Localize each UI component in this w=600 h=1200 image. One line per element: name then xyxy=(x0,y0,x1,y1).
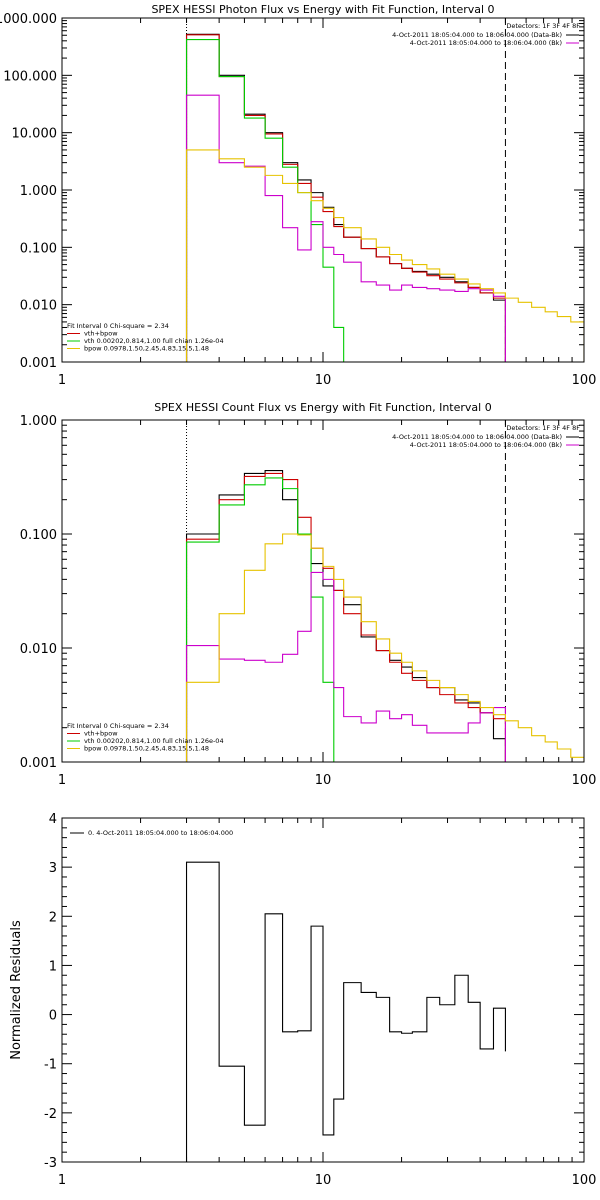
legend-fit-header: Fit Interval 0 Chi-square = 2.34 xyxy=(67,322,169,330)
y-tick-label: 1.000 xyxy=(20,184,57,199)
legend-top-right: Detectors: 1F 3F 4F 8F4-Oct-2011 18:05:0… xyxy=(392,424,580,449)
x-tick-label: 100 xyxy=(572,1173,597,1188)
y-tick-label: 10.000 xyxy=(12,127,58,142)
plot-frame xyxy=(61,419,585,763)
series-histogram-3 xyxy=(185,94,506,362)
y-tick-label: 3 xyxy=(49,861,57,876)
series-histogram-4 xyxy=(185,533,584,762)
legend-entry-label: 4-Oct-2011 18:05:04.000 to 18:06:04.000 … xyxy=(392,31,562,39)
y-tick-label: -2 xyxy=(44,1107,57,1122)
legend-fit-label: vth 0.00202,0.814,1.00 full chian 1.26e-… xyxy=(84,737,224,745)
x-tick-label: 10 xyxy=(315,1173,332,1188)
y-tick-label: 0.010 xyxy=(20,299,57,314)
count-flux-panel: SPEX HESSI Count Flux vs Energy with Fit… xyxy=(20,401,597,788)
series-group xyxy=(185,33,584,362)
series-group xyxy=(185,470,584,762)
legend-fit-label: bpow 0.0978,1.50,2.45,4.83,15.5,1.48 xyxy=(84,345,209,353)
legend-entry-label: 4-Oct-2011 18:05:04.000 to 18:06:04.000 … xyxy=(410,441,562,449)
chart-title: SPEX HESSI Count Flux vs Energy with Fit… xyxy=(154,401,491,414)
legend-detectors: Detectors: 1F 3F 4F 8F xyxy=(506,22,580,30)
legend-entry-label: 4-Oct-2011 18:05:04.000 to 18:06:04.000 … xyxy=(410,39,562,47)
x-axis-ticks xyxy=(61,818,573,1162)
series-histogram-1 xyxy=(185,34,506,362)
y-tick-label: 0.001 xyxy=(20,356,57,371)
y-axis-ticks xyxy=(62,20,584,363)
y-tick-label: 1.000 xyxy=(20,414,57,429)
photon-flux-panel: SPEX HESSI Photon Flux vs Energy with Fi… xyxy=(0,3,596,388)
legend-residual: 0. 4-Oct-2011 18:05:04.000 to 18:06:04.0… xyxy=(70,829,233,837)
legend-fit-label: bpow 0.0978,1.50,2.45,4.83,15.5,1.48 xyxy=(84,745,209,753)
legend-bottom-left: Fit Interval 0 Chi-square = 2.34vth+bpow… xyxy=(67,322,224,353)
plot-frame xyxy=(61,17,585,363)
x-tick-label: 1 xyxy=(58,373,66,388)
y-tick-label: 0 xyxy=(49,1009,57,1024)
x-tick-label: 10 xyxy=(315,773,332,788)
legend-fit-label: vth+bpow xyxy=(84,730,118,738)
series-histogram-2 xyxy=(185,39,345,362)
legend-detectors: Detectors: 1F 3F 4F 8F xyxy=(506,424,580,432)
y-tick-label: -1 xyxy=(44,1058,57,1073)
chart-title: SPEX HESSI Photon Flux vs Energy with Fi… xyxy=(151,3,494,16)
series-histogram-0 xyxy=(185,861,506,1162)
legend-top-right: Detectors: 1F 3F 4F 8F4-Oct-2011 18:05:0… xyxy=(392,22,580,47)
series-group xyxy=(185,861,506,1162)
y-tick-label: 2 xyxy=(49,910,57,925)
y-tick-label: 0.100 xyxy=(20,528,57,543)
legend-bottom-left: Fit Interval 0 Chi-square = 2.34vth+bpow… xyxy=(67,722,224,753)
legend-residual-label: 0. 4-Oct-2011 18:05:04.000 to 18:06:04.0… xyxy=(88,829,233,837)
series-histogram-4 xyxy=(185,149,584,362)
y-tick-label: 4 xyxy=(49,812,57,827)
series-histogram-2 xyxy=(185,477,345,762)
legend-fit-header: Fit Interval 0 Chi-square = 2.34 xyxy=(67,722,169,730)
y-tick-label: 0.100 xyxy=(20,241,57,256)
y-axis-ticks xyxy=(62,424,584,763)
x-tick-label: 1 xyxy=(58,773,66,788)
y-tick-label: -3 xyxy=(44,1156,57,1171)
y-tick-label: 1 xyxy=(49,959,57,974)
x-tick-label: 10 xyxy=(315,373,332,388)
x-tick-label: 1 xyxy=(58,1173,66,1188)
series-histogram-1 xyxy=(185,472,506,762)
x-tick-label: 100 xyxy=(572,373,597,388)
legend-entry-label: 4-Oct-2011 18:05:04.000 to 18:06:04.000 … xyxy=(392,433,562,441)
series-histogram-3 xyxy=(185,571,506,762)
y-tick-label: 1000.000 xyxy=(0,12,57,27)
y-tick-label: 0.001 xyxy=(20,756,57,771)
y-axis-label: Normalized Residuals xyxy=(9,920,24,1060)
y-tick-label: 0.010 xyxy=(20,642,57,657)
legend-fit-label: vth+bpow xyxy=(84,330,118,338)
legend-fit-label: vth 0.00202,0.814,1.00 full chian 1.26e-… xyxy=(84,337,224,345)
residuals-panel: 1 10 100 -3 -2 -1 0 1 2 3 4 Normalized Residuals 0. … xyxy=(9,812,596,1188)
x-tick-label: 100 xyxy=(572,773,597,788)
y-tick-label: 100.000 xyxy=(3,69,57,84)
plot-frame xyxy=(61,817,585,1163)
